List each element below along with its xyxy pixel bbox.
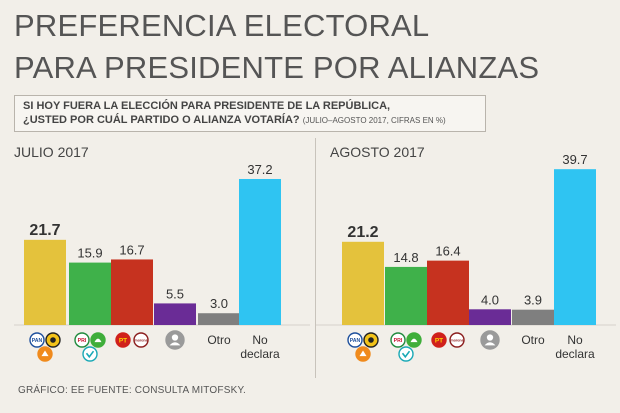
bar-pri-pvem-panal bbox=[69, 262, 111, 325]
bar-otro bbox=[198, 313, 240, 325]
bar-value-label: 16.7 bbox=[119, 242, 144, 257]
panal-logo-icon bbox=[82, 346, 98, 362]
bar-pri-pvem-panal bbox=[385, 266, 427, 325]
bar-chart-july: 21.7 15.9 16.7 5.5 3.0 37.2 PAN PRI PT morena Otro… bbox=[14, 162, 310, 362]
pri-logo-icon: PRI bbox=[390, 332, 406, 348]
bar-value-label: 37.2 bbox=[247, 162, 272, 177]
question-line-1: SI HOY FUERA LA ELECCIÓN PARA PRESIDENTE… bbox=[23, 100, 391, 112]
bar-value-label: 21.7 bbox=[29, 222, 60, 239]
chart-title-july: JULIO 2017 bbox=[14, 144, 89, 160]
mc-logo-icon bbox=[355, 346, 371, 362]
mc-logo-icon bbox=[37, 346, 53, 362]
svg-text:morena: morena bbox=[451, 338, 465, 342]
svg-text:PRI: PRI bbox=[394, 338, 403, 344]
bar-value-label: 4.0 bbox=[481, 292, 499, 307]
bar-pan-prd-mc bbox=[24, 239, 66, 325]
source-credit: GRÁFICO: EE FUENTE: CONSULTA MITOFSKY. bbox=[18, 385, 247, 396]
pan-logo-icon: PAN bbox=[29, 332, 45, 348]
bar-value-label: 3.9 bbox=[524, 293, 542, 308]
category-label: No declara bbox=[555, 333, 595, 361]
survey-question-box: SI HOY FUERA LA ELECCIÓN PARA PRESIDENTE… bbox=[14, 95, 486, 132]
bar-value-label: 15.9 bbox=[77, 246, 102, 261]
pt-logo-icon: PT bbox=[431, 332, 447, 348]
bar-independiente bbox=[154, 303, 196, 325]
prd-logo-icon bbox=[45, 332, 61, 348]
bar-no-declara bbox=[239, 178, 281, 325]
bar-value-label: 14.8 bbox=[393, 250, 418, 265]
independent-candidate-icon bbox=[165, 330, 185, 350]
bar-value-label: 5.5 bbox=[166, 286, 184, 301]
title-line-2: PARA PRESIDENTE POR ALIANZAS bbox=[14, 50, 540, 85]
bar-independiente bbox=[469, 309, 511, 325]
svg-text:morena: morena bbox=[135, 338, 149, 342]
category-label: Otro bbox=[521, 333, 545, 347]
svg-text:PT: PT bbox=[435, 337, 443, 344]
bar-pan-prd-mc bbox=[342, 241, 384, 325]
bar-pt-morena bbox=[111, 259, 153, 325]
pvem-logo-icon bbox=[90, 332, 106, 348]
svg-text:PRI: PRI bbox=[78, 338, 87, 344]
morena-logo-icon: morena bbox=[449, 332, 465, 348]
pri-logo-icon: PRI bbox=[74, 332, 90, 348]
category-label: No declara bbox=[240, 333, 280, 361]
bar-no-declara bbox=[554, 169, 596, 325]
pt-logo-icon: PT bbox=[115, 332, 131, 348]
bar-value-label: 3.0 bbox=[210, 296, 228, 311]
bar-chart-august: 21.2 14.8 16.4 4.0 3.9 39.7 PAN PRI PT morena Otro… bbox=[316, 152, 616, 362]
independent-candidate-icon bbox=[480, 330, 500, 350]
svg-text:PT: PT bbox=[119, 337, 127, 344]
bar-otro bbox=[512, 309, 554, 325]
chart-title-august: AGOSTO 2017 bbox=[330, 144, 425, 160]
prd-logo-icon bbox=[363, 332, 379, 348]
question-note: (JULIO–AGOSTO 2017, CIFRAS EN %) bbox=[302, 116, 446, 125]
pan-logo-icon: PAN bbox=[347, 332, 363, 348]
title-line-1: PREFERENCIA ELECTORAL bbox=[14, 8, 430, 43]
svg-text:PAN: PAN bbox=[32, 338, 43, 344]
svg-text:PAN: PAN bbox=[350, 338, 361, 344]
category-label: Otro bbox=[207, 333, 231, 347]
chart-panel-july: JULIO 2017 21.7 15.9 16.7 5.5 3.0 37.2 PAN PRI P… bbox=[14, 138, 310, 378]
chart-panel-august: AGOSTO 2017 21.2 14.8 16.4 4.0 3.9 39.7 PAN PRI… bbox=[315, 138, 616, 378]
pvem-logo-icon bbox=[406, 332, 422, 348]
morena-logo-icon: morena bbox=[133, 332, 149, 348]
question-line-2: ¿USTED POR CUÁL PARTIDO O ALIANZA VOTARÍ… bbox=[23, 113, 477, 128]
bar-pt-morena bbox=[427, 260, 469, 325]
panal-logo-icon bbox=[398, 346, 414, 362]
bar-value-label: 16.4 bbox=[435, 244, 460, 259]
bar-value-label: 39.7 bbox=[562, 152, 587, 167]
bar-value-label: 21.2 bbox=[347, 224, 378, 241]
question-text: ¿USTED POR CUÁL PARTIDO O ALIANZA VOTARÍ… bbox=[23, 114, 300, 126]
